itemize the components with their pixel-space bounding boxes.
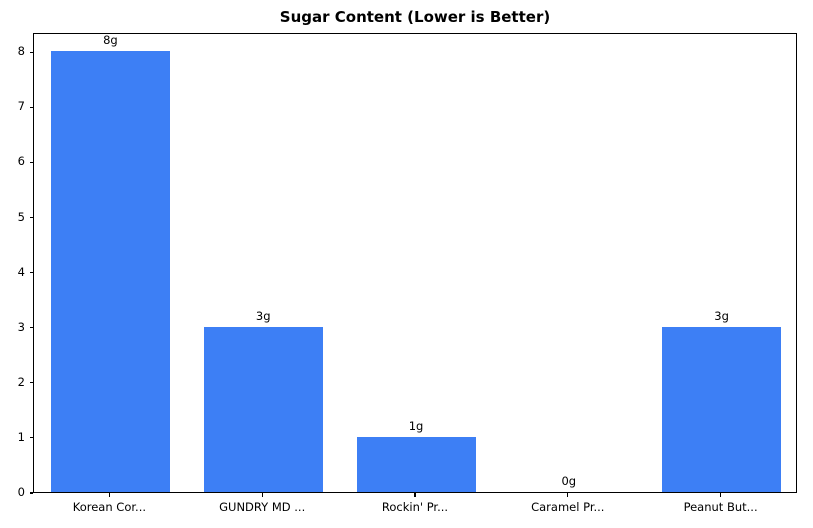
bar-value-label: 3g (255, 308, 271, 323)
bar[interactable] (50, 51, 170, 492)
x-tick-mark (108, 493, 110, 497)
y-tick-mark (29, 161, 33, 163)
plot-area: 8g 3g 1g 0g 3g (33, 33, 797, 493)
x-tick-mark (567, 493, 569, 497)
y-tick-mark (29, 216, 33, 219)
x-tick-label: GUNDRY MD ... (219, 500, 306, 514)
bar[interactable] (203, 326, 323, 492)
y-tick-label: 1 (17, 429, 25, 444)
bar[interactable] (662, 326, 782, 492)
y-tick-mark (29, 437, 33, 439)
y-tick-label: 7 (17, 99, 25, 114)
y-tick-label: 5 (17, 209, 25, 224)
y-tick-label: 3 (17, 319, 25, 334)
x-tick-label: Caramel Pr... (531, 500, 605, 514)
y-tick-label: 0 (17, 485, 25, 499)
y-tick-mark (29, 327, 33, 329)
y-tick-mark (29, 106, 33, 108)
chart-title: Sugar Content (Lower is Better) (279, 8, 551, 26)
x-tick-mark (720, 493, 722, 497)
y-tick-mark (29, 272, 33, 274)
x-tick-label: Peanut But... (683, 500, 758, 514)
x-tick-mark (414, 493, 416, 497)
x-tick-label: Rockin' Pr... (381, 500, 449, 514)
y-tick-mark (29, 382, 33, 384)
bar-value-label: 1g (408, 418, 424, 433)
y-tick-label: 4 (17, 264, 25, 279)
y-tick-mark (29, 51, 33, 53)
bars-layer: 8g 3g 1g 0g 3g (34, 33, 796, 492)
bar[interactable] (356, 436, 476, 492)
x-tick-label: Korean Cor... (72, 500, 147, 514)
x-tick-mark (261, 493, 263, 497)
bar-value-label: 3g (714, 308, 729, 323)
bar-value-label: 8g (103, 33, 118, 48)
y-tick-label: 6 (17, 154, 25, 169)
y-tick-label: 8 (17, 44, 25, 59)
bar-value-label: 0g (561, 474, 577, 488)
y-tick-mark (29, 492, 33, 494)
y-tick-label: 2 (17, 374, 25, 389)
